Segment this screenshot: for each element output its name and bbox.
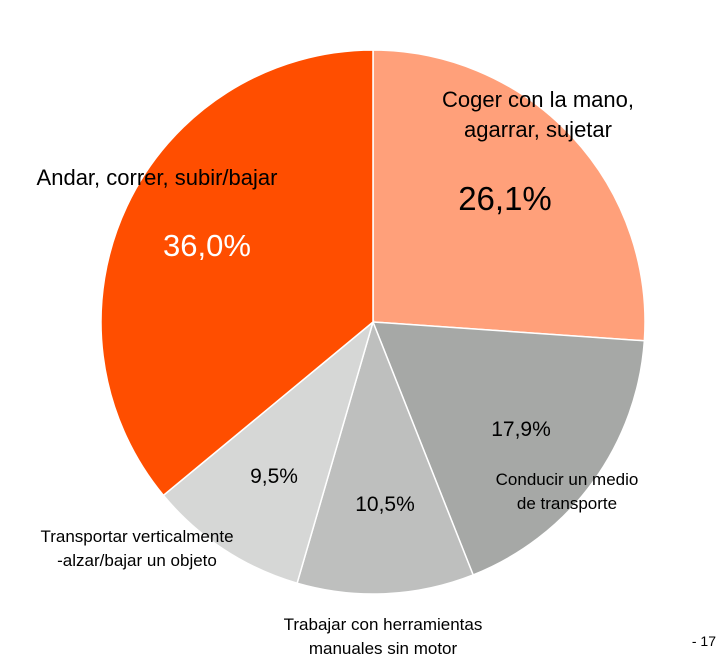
pie-slice-2	[371, 321, 646, 576]
slice-label-5: Andar, correr, subir/bajar	[37, 165, 278, 190]
slice-label-3: Trabajar con herramientas manuales sin mo…	[284, 615, 483, 658]
page-number: - 17	[691, 633, 716, 649]
pie-slice-1	[372, 49, 646, 342]
slice-label-line: -alzar/bajar un objeto	[57, 551, 217, 570]
slice-label-line: manuales sin motor	[309, 639, 458, 658]
slice-label-line: Transportar verticalmente	[40, 527, 233, 546]
slice-value-5: 36,0%	[163, 228, 251, 263]
pie-slice-4	[162, 319, 375, 585]
slice-label-line: agarrar, sujetar	[464, 117, 612, 142]
slice-label-line: Andar, correr, subir/bajar	[37, 165, 278, 190]
slice-label-line: Trabajar con herramientas	[284, 615, 483, 634]
slice-label-1: Coger con la mano, agarrar, sujetar	[442, 87, 634, 142]
slice-value-3: 10,5%	[355, 493, 415, 516]
pie-slice-3	[296, 319, 475, 595]
slice-label-2: Conducir un medio de transporte	[496, 470, 639, 513]
pie-labels: Coger con la mano, agarrar, sujetar 26,1% C…	[37, 87, 639, 658]
slice-value-4: 9,5%	[250, 465, 298, 488]
slice-label-line: de transporte	[517, 494, 617, 513]
pie-slices	[100, 49, 646, 595]
slice-value-2: 17,9%	[491, 418, 551, 441]
slice-label-line: Coger con la mano,	[442, 87, 634, 112]
slice-label-line: Conducir un medio	[496, 470, 639, 489]
slice-label-4: Transportar verticalmente -alzar/bajar un…	[40, 527, 233, 570]
pie-slice-5	[100, 49, 374, 497]
slice-value-1: 26,1%	[458, 180, 552, 217]
